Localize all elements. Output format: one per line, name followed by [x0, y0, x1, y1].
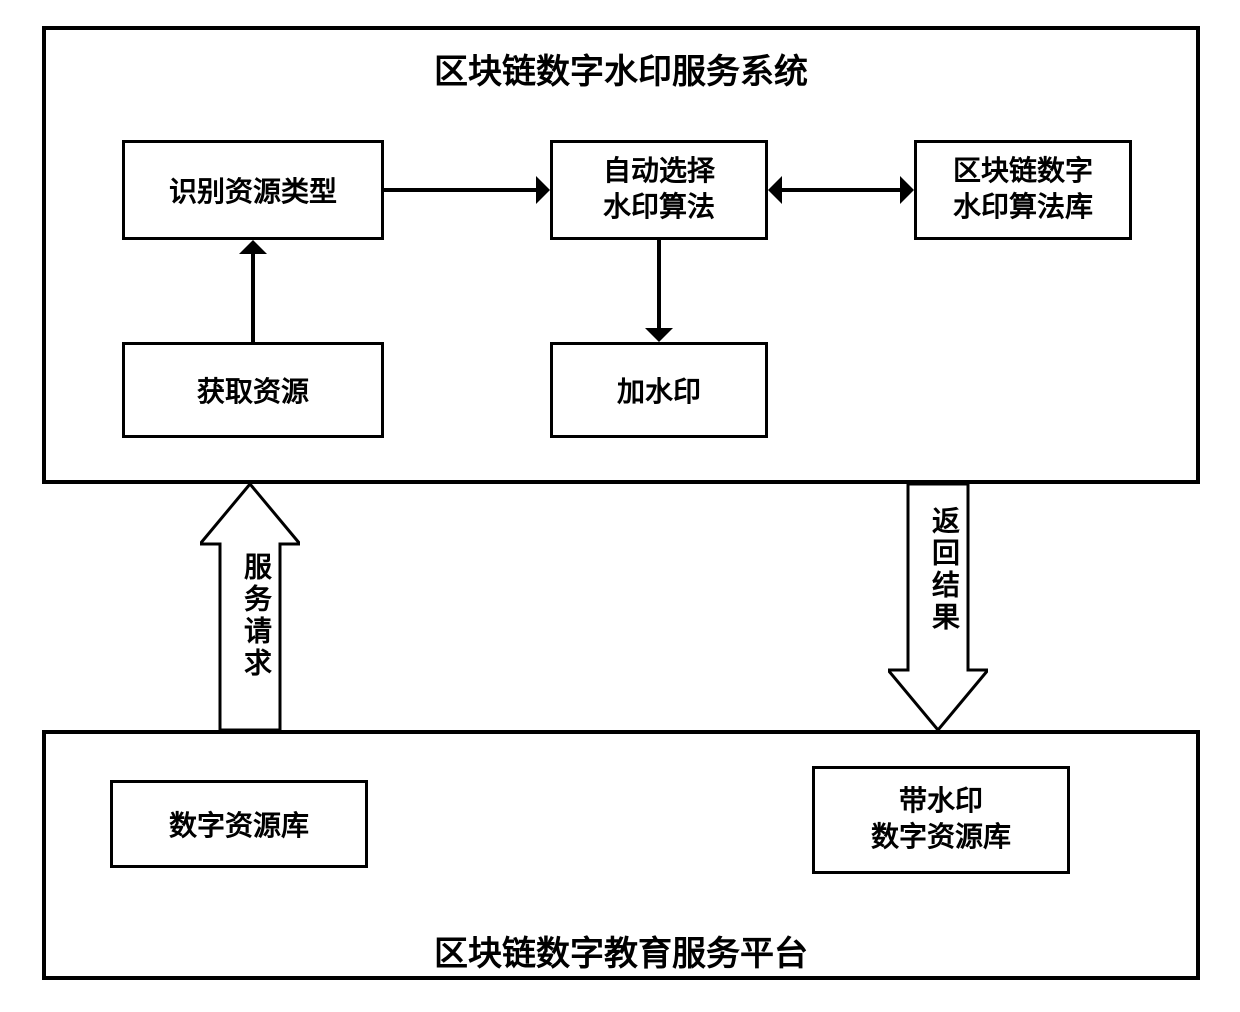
arrow-head-right: [900, 176, 914, 204]
box-add-watermark: 加水印: [550, 342, 768, 438]
big-arrow-response-label: 返回结果: [923, 506, 963, 634]
box-watermarked-repository: 带水印 数字资源库: [812, 766, 1070, 874]
box-label: 区块链数字 水印算法库: [953, 154, 1093, 227]
arrow-head-left: [768, 176, 782, 204]
box-label: 加水印: [617, 370, 701, 410]
box-label: 自动选择 水印算法: [603, 154, 715, 227]
top-system-title: 区块链数字水印服务系统: [42, 44, 1200, 93]
big-arrow-request-label: 服务请求: [235, 552, 275, 680]
arrow-select-to-add: [657, 240, 661, 328]
bottom-system-title: 区块链数字教育服务平台: [42, 926, 1200, 975]
arrow-get-to-identify: [251, 254, 255, 342]
arrow-identify-to-select: [384, 188, 536, 192]
arrow-head-up: [239, 240, 267, 254]
box-label: 识别资源类型: [169, 170, 337, 210]
box-label: 获取资源: [197, 370, 309, 410]
box-identify-resource-type: 识别资源类型: [122, 140, 384, 240]
box-auto-select-algorithm: 自动选择 水印算法: [550, 140, 768, 240]
box-label: 带水印 数字资源库: [871, 784, 1011, 857]
arrow-head-right: [536, 176, 550, 204]
box-algorithm-library: 区块链数字 水印算法库: [914, 140, 1132, 240]
arrow-select-to-lib: [782, 188, 900, 192]
box-get-resource: 获取资源: [122, 342, 384, 438]
box-label: 数字资源库: [169, 804, 309, 844]
box-digital-repository: 数字资源库: [110, 780, 368, 868]
arrow-head-down: [645, 328, 673, 342]
